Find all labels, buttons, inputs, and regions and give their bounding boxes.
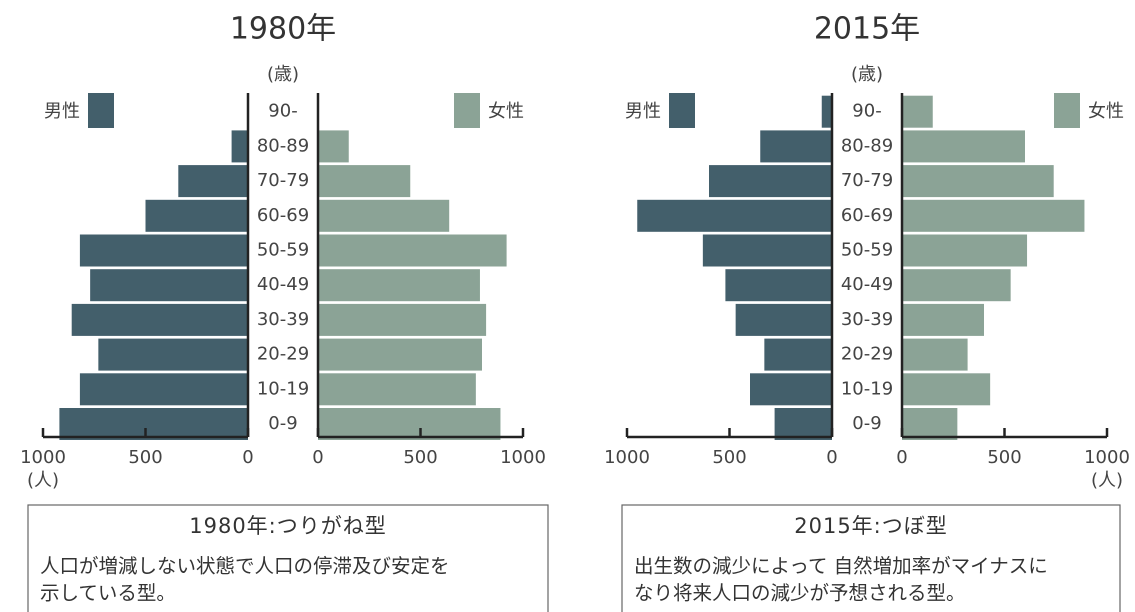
age-label: 0-9 — [852, 413, 881, 434]
caption-text: 人口が増減しない状態で人口の停滞及び安定を — [40, 555, 450, 578]
age-label: 60-69 — [257, 205, 309, 226]
bar — [821, 95, 832, 128]
bar — [735, 303, 832, 336]
bar — [902, 95, 933, 128]
bar — [760, 130, 832, 163]
age-label: (歳) — [267, 64, 299, 85]
age-label: 90- — [852, 101, 881, 122]
age-label: 30-39 — [841, 309, 893, 330]
legend-label: 女性 — [488, 101, 524, 122]
x-tick-label: 0 — [242, 447, 253, 468]
age-label: 0-9 — [268, 413, 297, 434]
bar — [71, 303, 248, 336]
bar — [902, 199, 1085, 232]
bar — [318, 234, 507, 267]
bar — [90, 269, 249, 302]
x-tick-label: 500 — [987, 447, 1021, 468]
x-tick-label: 0 — [826, 447, 837, 468]
age-label: 70-79 — [841, 170, 893, 191]
x-tick-label: 500 — [712, 447, 746, 468]
age-label: 10-19 — [257, 378, 309, 399]
bar — [725, 269, 832, 302]
bar — [178, 165, 248, 198]
bar — [318, 373, 476, 406]
bar — [79, 373, 249, 406]
unit-label: (人) — [1091, 470, 1123, 491]
bar — [318, 338, 482, 371]
caption-box — [27, 504, 549, 612]
x-tick-label: 1000 — [500, 447, 546, 468]
bar — [902, 165, 1054, 198]
legend-swatch — [454, 93, 480, 128]
bar — [318, 269, 480, 302]
legend-swatch — [1054, 93, 1080, 128]
unit-label: (人) — [27, 470, 59, 491]
bar — [902, 269, 1011, 302]
age-label: 40-49 — [257, 274, 309, 295]
x-tick-label: 0 — [312, 447, 323, 468]
legend-label: 男性 — [44, 101, 80, 122]
legend-swatch — [669, 93, 695, 128]
age-label: (歳) — [851, 64, 883, 85]
bar — [318, 408, 501, 440]
bar — [145, 199, 248, 232]
bar — [318, 303, 487, 336]
chart-title: 2015年 — [814, 12, 920, 47]
age-label: 80-89 — [841, 135, 893, 156]
x-tick-label: 1000 — [604, 447, 650, 468]
x-tick-label: 500 — [128, 447, 162, 468]
age-label: 40-49 — [841, 274, 893, 295]
bar — [318, 130, 349, 163]
caption-text: 出生数の減少によって 自然増加率がマイナスに — [634, 555, 1048, 578]
age-label: 20-29 — [257, 344, 309, 365]
age-label: 50-59 — [257, 240, 309, 261]
bar — [318, 165, 411, 198]
x-tick-label: 1000 — [1084, 447, 1130, 468]
x-tick-label: 500 — [403, 447, 437, 468]
bar — [231, 130, 248, 163]
caption-title: 1980年:つりがね型 — [189, 514, 387, 538]
bar — [750, 373, 832, 406]
chart-title: 1980年 — [230, 12, 336, 47]
legend-swatch — [88, 93, 114, 128]
bar — [902, 408, 958, 440]
x-tick-label: 1000 — [20, 447, 66, 468]
legend-label: 男性 — [625, 101, 661, 122]
caption-title: 2015年:つぼ型 — [794, 514, 948, 538]
age-label: 10-19 — [841, 378, 893, 399]
bar — [902, 338, 968, 371]
bar — [98, 338, 248, 371]
x-tick-label: 0 — [896, 447, 907, 468]
bar — [902, 373, 991, 406]
legend-label: 女性 — [1088, 101, 1124, 122]
bar — [59, 408, 249, 440]
age-label: 60-69 — [841, 205, 893, 226]
bar — [79, 234, 249, 267]
bar — [902, 303, 984, 336]
age-label: 20-29 — [841, 344, 893, 365]
caption-box — [621, 504, 1121, 612]
age-label: 30-39 — [257, 309, 309, 330]
age-label: 80-89 — [257, 135, 309, 156]
bar — [774, 408, 832, 440]
age-label: 70-79 — [257, 170, 309, 191]
bar — [709, 165, 832, 198]
bar — [637, 199, 832, 232]
bar — [764, 338, 832, 371]
caption-text: なり将来人口の減少が予想される型。 — [634, 582, 966, 605]
bar — [318, 199, 450, 232]
caption-text: 示している型。 — [40, 582, 176, 605]
bar — [702, 234, 832, 267]
age-label: 90- — [268, 101, 297, 122]
age-label: 50-59 — [841, 240, 893, 261]
bar — [902, 234, 1028, 267]
bar — [902, 130, 1025, 163]
